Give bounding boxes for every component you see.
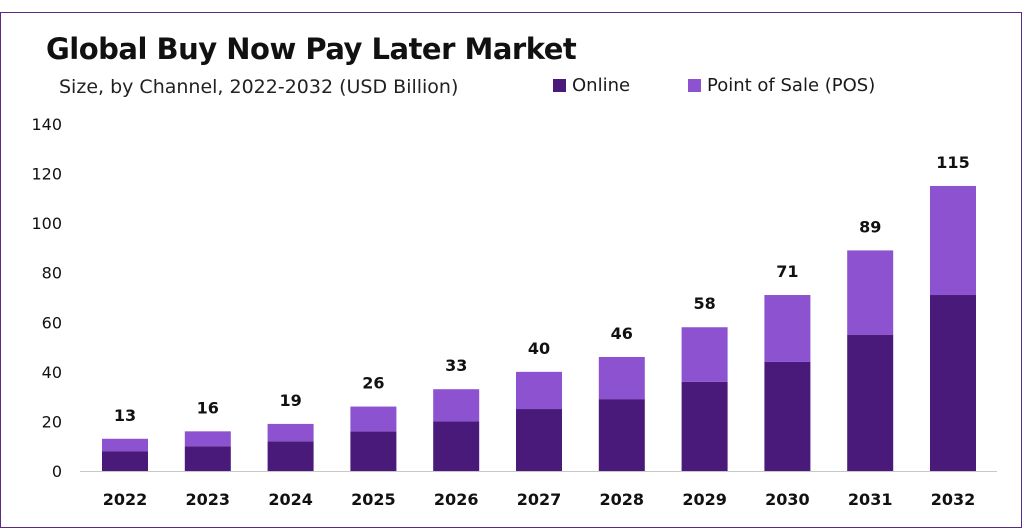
y-tick-label: 40 xyxy=(42,363,62,382)
y-tick-label: 80 xyxy=(42,264,62,283)
bar-segment-pos xyxy=(598,356,645,400)
bar-segment-pos xyxy=(764,295,811,362)
legend-item-pos: Point of Sale (POS) xyxy=(688,75,875,96)
data-label-total: 58 xyxy=(693,294,715,313)
bar-segment-online xyxy=(102,451,148,471)
chart-subtitle: Size, by Channel, 2022-2032 (USD Billion… xyxy=(59,76,459,98)
legend-label-pos: Point of Sale (POS) xyxy=(707,75,876,96)
bar-segment-pos xyxy=(267,423,314,442)
y-tick-label: 140 xyxy=(31,115,62,134)
bar-segment-pos xyxy=(102,438,148,452)
bar-segment-online xyxy=(267,441,314,471)
bar-segment-online xyxy=(764,361,811,471)
x-tick-label: 2028 xyxy=(600,490,645,509)
y-tick-label: 0 xyxy=(52,462,62,481)
data-label-total: 89 xyxy=(859,217,881,236)
bar-segment-pos xyxy=(847,250,894,335)
bar-segment-online xyxy=(184,446,231,471)
bar-segment-online xyxy=(930,295,976,471)
data-label-total: 13 xyxy=(114,406,136,425)
bar-segment-pos xyxy=(681,327,728,382)
bar-segment-online xyxy=(433,421,480,471)
chart-title: Global Buy Now Pay Later Market xyxy=(46,32,577,66)
data-label-total: 71 xyxy=(776,262,798,281)
data-label-total: 115 xyxy=(936,153,969,172)
bar-segment-online xyxy=(598,399,645,471)
y-tick-label: 60 xyxy=(42,313,62,332)
x-tick-label: 2027 xyxy=(517,490,562,509)
legend-item-online: Online xyxy=(553,75,630,96)
legend-swatch-online xyxy=(553,79,566,92)
data-label-total: 19 xyxy=(279,391,301,410)
data-label-total: 40 xyxy=(528,339,550,358)
bar-segment-pos xyxy=(930,185,976,296)
bar-segment-online xyxy=(681,381,728,471)
bar-segment-online xyxy=(516,409,562,471)
bar-segment-online xyxy=(350,431,397,471)
x-tick-label: 2031 xyxy=(848,490,893,509)
y-tick-label: 100 xyxy=(31,214,62,233)
chart-frame xyxy=(0,12,1022,528)
x-tick-label: 2025 xyxy=(351,490,396,509)
x-tick-label: 2026 xyxy=(434,490,479,509)
bar-segment-online xyxy=(847,334,894,471)
x-tick-label: 2023 xyxy=(186,490,231,509)
data-label-total: 16 xyxy=(197,398,219,417)
x-tick-label: 2032 xyxy=(931,490,976,509)
x-tick-label: 2029 xyxy=(682,490,727,509)
bar-segment-pos xyxy=(184,431,231,447)
bar-segment-pos xyxy=(350,406,397,432)
bar-segment-pos xyxy=(516,371,562,410)
bar-segment-pos xyxy=(433,389,480,422)
x-tick-label: 2024 xyxy=(268,490,313,509)
data-label-total: 26 xyxy=(362,374,384,393)
x-tick-label: 2022 xyxy=(103,490,148,509)
legend-label-online: Online xyxy=(572,75,631,96)
data-label-total: 46 xyxy=(611,324,633,343)
y-tick-label: 20 xyxy=(42,412,62,431)
data-label-total: 33 xyxy=(445,356,467,375)
y-tick-label: 120 xyxy=(31,165,62,184)
x-tick-label: 2030 xyxy=(765,490,810,509)
legend-swatch-pos xyxy=(688,79,701,92)
